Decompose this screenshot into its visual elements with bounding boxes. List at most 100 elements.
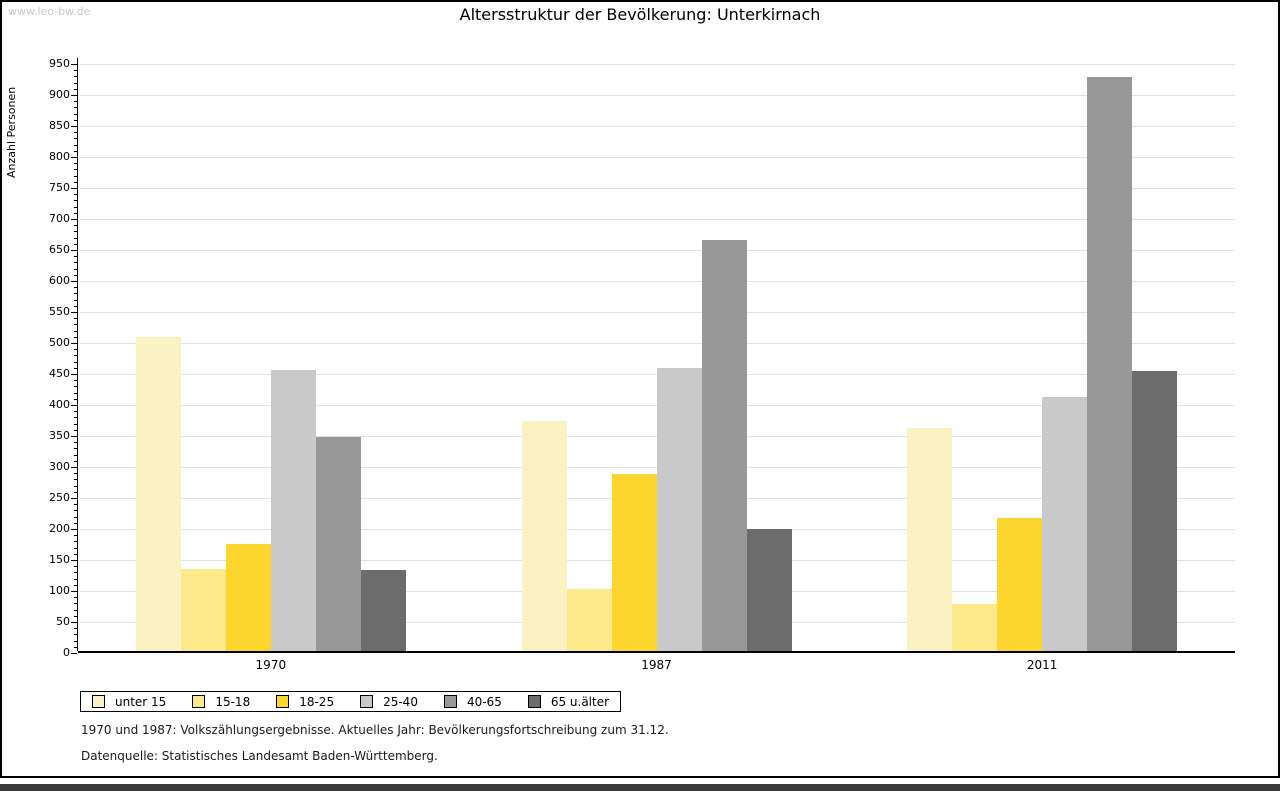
y-minor-tick bbox=[74, 82, 77, 84]
legend-label: unter 15 bbox=[115, 694, 167, 709]
y-minor-tick bbox=[74, 566, 77, 568]
y-minor-tick bbox=[74, 411, 77, 413]
y-minor-tick bbox=[74, 479, 77, 481]
bar-1987-15-18 bbox=[566, 589, 612, 651]
y-major-tick-500 bbox=[71, 343, 77, 344]
y-minor-tick bbox=[74, 516, 77, 518]
bar-1987-40-65 bbox=[701, 239, 747, 651]
y-minor-tick bbox=[74, 535, 77, 537]
legend: unter 15 15-18 18-25 25-40 40-65 65 u.älter bbox=[80, 691, 622, 712]
gridline-850 bbox=[78, 126, 1235, 127]
legend-swatch-icon bbox=[360, 695, 374, 708]
bar-1987-unter-15 bbox=[521, 420, 567, 651]
legend-item-15-18: 15-18 bbox=[192, 695, 250, 709]
watermark: www.leo-bw.de bbox=[8, 5, 91, 18]
y-minor-tick bbox=[74, 634, 77, 636]
y-minor-tick bbox=[74, 615, 77, 617]
footnote-data-source: Datenquelle: Statistisches Landesamt Bad… bbox=[81, 749, 438, 763]
y-minor-tick bbox=[74, 355, 77, 357]
y-minor-tick bbox=[74, 336, 77, 338]
y-minor-tick bbox=[74, 572, 77, 574]
gridline-900 bbox=[78, 95, 1235, 96]
x-axis-label-1970: 1970 bbox=[255, 658, 287, 672]
legend-label: 25-40 bbox=[383, 694, 418, 709]
bar-1970-65-u.älter bbox=[360, 569, 406, 651]
y-minor-tick bbox=[74, 367, 77, 369]
y-minor-tick bbox=[74, 485, 77, 487]
y-minor-tick bbox=[74, 274, 77, 276]
y-minor-tick bbox=[74, 330, 77, 332]
y-major-tick-250 bbox=[71, 498, 77, 499]
legend-swatch-icon bbox=[443, 695, 457, 708]
gridline-500 bbox=[78, 343, 1235, 344]
gridline-950 bbox=[78, 64, 1235, 65]
y-minor-tick bbox=[74, 163, 77, 165]
y-minor-tick bbox=[74, 349, 77, 351]
y-tick-label-50: 50 bbox=[56, 615, 70, 628]
bar-1970-18-25 bbox=[225, 543, 271, 651]
y-major-tick-200 bbox=[71, 529, 77, 530]
x-axis-label-1987: 1987 bbox=[641, 658, 672, 672]
legend-label: 18-25 bbox=[299, 694, 335, 709]
legend-label: 15-18 bbox=[215, 694, 251, 709]
y-minor-tick bbox=[74, 293, 77, 295]
y-minor-tick bbox=[74, 454, 77, 456]
bar-2011-40-65 bbox=[1087, 76, 1133, 651]
y-minor-tick bbox=[74, 299, 77, 301]
y-minor-tick bbox=[74, 138, 77, 140]
y-minor-tick bbox=[74, 361, 77, 363]
y-major-tick-900 bbox=[71, 95, 77, 96]
y-tick-label-0: 0 bbox=[63, 646, 70, 659]
legend-swatch-icon bbox=[192, 695, 206, 708]
y-major-tick-800 bbox=[71, 157, 77, 158]
y-minor-tick bbox=[74, 181, 77, 183]
legend-item-40-65: 40-65 bbox=[443, 695, 502, 709]
chart-title: Altersstruktur der Bevölkerung: Unterkir… bbox=[459, 5, 821, 24]
gridline-750 bbox=[78, 188, 1235, 189]
y-minor-tick bbox=[74, 225, 77, 227]
y-tick-label-400: 400 bbox=[49, 398, 70, 411]
y-minor-tick bbox=[74, 268, 77, 270]
legend-swatch-icon bbox=[527, 695, 541, 708]
y-minor-tick bbox=[74, 510, 77, 512]
footnote-source-note: 1970 und 1987: Volkszählungsergebnisse. … bbox=[81, 723, 669, 737]
legend-swatch-icon bbox=[92, 695, 105, 708]
y-tick-label-800: 800 bbox=[49, 150, 70, 163]
y-minor-tick bbox=[74, 175, 77, 177]
bar-2011-unter-15 bbox=[907, 427, 953, 651]
y-minor-tick bbox=[74, 231, 77, 233]
y-minor-tick bbox=[74, 76, 77, 78]
y-minor-tick bbox=[74, 473, 77, 475]
y-minor-tick bbox=[74, 578, 77, 580]
x-axis-label-2011: 2011 bbox=[1026, 658, 1058, 672]
y-minor-tick bbox=[74, 584, 77, 586]
legend-item-unter-15: unter 15 bbox=[92, 695, 166, 709]
y-tick-label-250: 250 bbox=[49, 491, 70, 504]
y-major-tick-350 bbox=[71, 436, 77, 437]
y-major-tick-100 bbox=[71, 591, 77, 592]
legend-item-65-u.älter: 65 u.älter bbox=[527, 695, 609, 709]
y-tick-label-550: 550 bbox=[49, 305, 70, 318]
gridline-700 bbox=[78, 219, 1235, 220]
bar-2011-18-25 bbox=[997, 517, 1043, 651]
y-major-tick-950 bbox=[71, 64, 77, 65]
y-minor-tick bbox=[74, 324, 77, 326]
y-minor-tick bbox=[74, 88, 77, 90]
y-minor-tick bbox=[74, 429, 77, 431]
bar-1970-15-18 bbox=[180, 568, 226, 651]
gridline-800 bbox=[78, 157, 1235, 158]
y-minor-tick bbox=[74, 200, 77, 202]
bar-2011-25-40 bbox=[1042, 396, 1088, 651]
y-major-tick-650 bbox=[71, 250, 77, 251]
bar-1987-25-40 bbox=[656, 367, 702, 651]
y-tick-label-900: 900 bbox=[49, 88, 70, 101]
y-major-tick-750 bbox=[71, 188, 77, 189]
gridline-600 bbox=[78, 281, 1235, 282]
y-minor-tick bbox=[74, 107, 77, 109]
y-minor-tick bbox=[74, 628, 77, 630]
y-minor-tick bbox=[74, 212, 77, 214]
y-minor-tick bbox=[74, 603, 77, 605]
y-axis-line bbox=[77, 58, 78, 651]
